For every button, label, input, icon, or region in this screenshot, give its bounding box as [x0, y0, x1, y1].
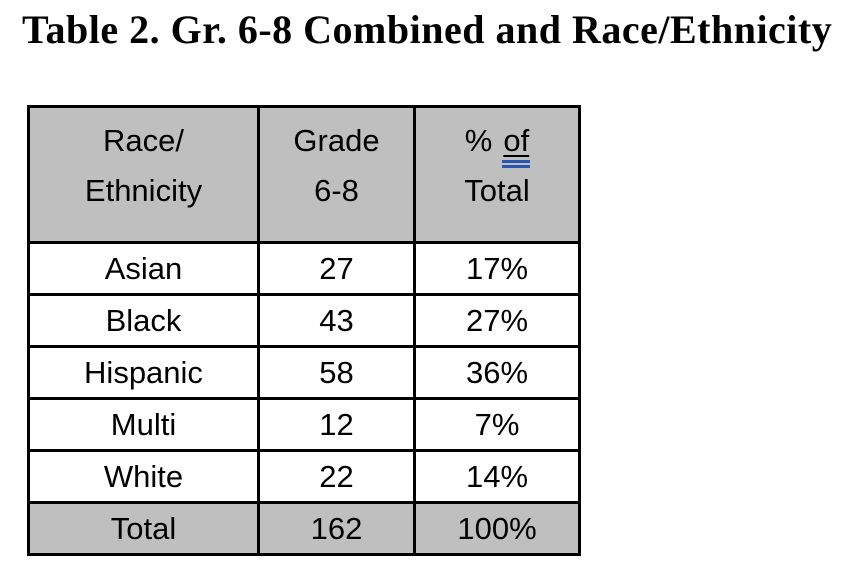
header-percent-line2: Total [464, 173, 530, 208]
percent-sign: % [464, 123, 493, 158]
percent-cell: 17% [413, 241, 581, 296]
total-label-cell: Total [27, 501, 260, 556]
table-row: Hispanic 58 36% [27, 345, 581, 400]
percent-cell: 27% [413, 293, 581, 348]
table-row: Asian 27 17% [27, 241, 581, 296]
table-row: Black 43 27% [27, 293, 581, 348]
race-cell: White [27, 449, 260, 504]
count-cell: 27 [257, 241, 416, 296]
race-cell: Multi [27, 397, 260, 452]
count-cell: 58 [257, 345, 416, 400]
underlined-word: of [503, 123, 530, 158]
percent-cell: 7% [413, 397, 581, 452]
count-cell: 22 [257, 449, 416, 504]
underlined-word-wrap: of [502, 123, 531, 168]
total-percent-cell: 100% [413, 501, 581, 556]
header-race-line1: Race/ [103, 123, 184, 158]
race-ethnicity-table: Race/ Ethnicity Grade 6-8 % of Total Asia… [27, 105, 581, 556]
header-race-line2: Ethnicity [84, 173, 203, 208]
race-cell: Black [27, 293, 260, 348]
header-grade-line1: Grade [293, 123, 380, 158]
table-total-row: Total 162 100% [27, 501, 581, 556]
table-row: White 22 14% [27, 449, 581, 504]
race-cell: Asian [27, 241, 260, 296]
race-cell: Hispanic [27, 345, 260, 400]
percent-cell: 36% [413, 345, 581, 400]
count-cell: 12 [257, 397, 416, 452]
count-cell: 43 [257, 293, 416, 348]
table-title: Table 2. Gr. 6-8 Combined and Race/Ethni… [22, 7, 833, 52]
header-race-ethnicity: Race/ Ethnicity [27, 105, 260, 244]
header-grade-line2: 6-8 [314, 173, 359, 208]
header-percent-line1: % of [416, 116, 578, 168]
grammar-check-double-underline [502, 159, 531, 168]
header-percent-of-total: % of Total [413, 105, 581, 244]
total-count-cell: 162 [257, 501, 416, 556]
table-row: Multi 12 7% [27, 397, 581, 452]
table-header-row: Race/ Ethnicity Grade 6-8 % of Total [27, 105, 581, 244]
header-grade: Grade 6-8 [257, 105, 416, 244]
percent-cell: 14% [413, 449, 581, 504]
